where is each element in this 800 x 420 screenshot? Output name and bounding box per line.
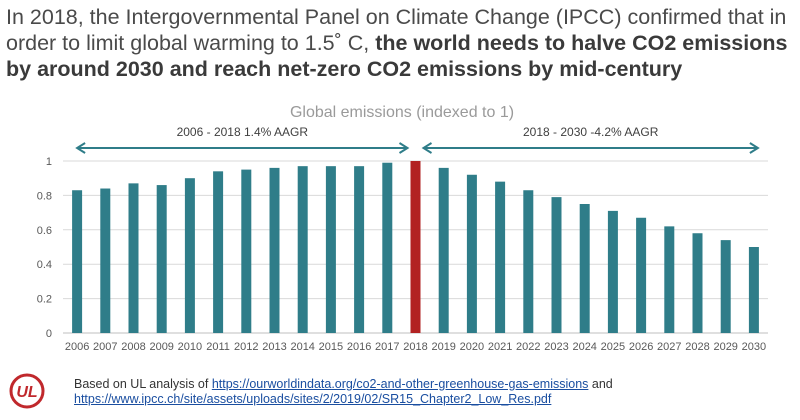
annotation-arrow: 2006 - 2018 1.4% AAGR [75,125,410,154]
y-tick-label: 1 [46,156,52,168]
x-tick-label: 2022 [516,341,540,353]
arrow-head-right [398,142,410,154]
bar-2011 [213,171,224,333]
bar-2007 [100,188,111,333]
logo-text: UL [16,384,37,401]
y-tick-label: 0.6 [37,225,52,237]
bars [72,161,759,333]
x-tick-label: 2028 [685,341,709,353]
bar-2030 [748,247,759,333]
x-tick-label: 2006 [65,341,89,353]
x-axis-ticks: 2006 2007 2008 2009 2010 2011 2012 2013 2014 2015… [65,341,766,353]
annotation-arrow: 2018 - 2030 -4.2% AAGR [421,125,760,154]
headline-text: In 2018, the Intergovernmental Panel on … [6,5,787,55]
x-tick-label: 2019 [431,341,455,353]
arrow-head-right [749,142,760,154]
bar-2009 [156,185,167,333]
bar-2028 [692,233,703,333]
arrow-head-left [75,142,86,154]
bar-2021 [495,181,506,333]
bar-2029 [720,240,731,333]
x-tick-label: 2029 [713,341,737,353]
x-tick-label: 2027 [657,341,681,353]
ul-logo-icon: UL [8,372,46,415]
headline: In 2018, the Intergovernmental Panel on … [6,4,796,82]
bar-2012 [241,169,252,333]
x-tick-label: 2014 [290,341,314,353]
bar-2014 [297,166,308,333]
bar-2026 [636,217,647,333]
bar-2020 [466,174,477,333]
bar-2018 [410,161,421,333]
bar-2019 [438,167,449,333]
x-tick-label: 2007 [93,341,117,353]
bar-2008 [128,183,139,333]
x-tick-label: 2024 [572,341,596,353]
x-tick-label: 2018 [403,341,427,353]
headline-bold-text: the world needs to halve CO2 emissions b… [6,31,788,81]
arrow-head-left [421,142,433,154]
bar-2006 [72,190,83,333]
x-tick-label: 2021 [488,341,512,353]
chart-title: Global emissions (indexed to 1) [290,104,514,121]
x-tick-label: 2008 [121,341,145,353]
bar-2016 [354,166,365,333]
bar-2022 [523,190,534,333]
source-prefix: Based on UL analysis of [74,377,212,391]
source-note: Based on UL analysis of https://ourworld… [74,377,613,407]
x-tick-label: 2016 [347,341,371,353]
x-tick-label: 2010 [178,341,202,353]
bar-2027 [664,226,675,333]
bar-2017 [382,162,393,333]
x-tick-label: 2017 [375,341,399,353]
y-tick-label: 0 [46,328,52,340]
x-tick-label: 2009 [149,341,173,353]
bar-2010 [184,178,195,333]
annotations: 2006 - 2018 1.4% AAGR 2018 - 2030 -4.2% A… [75,125,760,154]
bar-2024 [579,204,590,333]
bar-2015 [325,166,336,333]
x-tick-label: 2020 [460,341,484,353]
bar-2013 [269,167,280,333]
x-tick-label: 2025 [601,341,625,353]
y-axis-ticks: 0 0.2 0.4 0.6 0.8 1 [37,156,52,340]
bar-2025 [607,210,618,333]
annotation-label: 2006 - 2018 1.4% AAGR [177,125,309,139]
source-middle: and [588,377,613,391]
x-tick-label: 2030 [742,341,766,353]
annotation-label: 2018 - 2030 -4.2% AAGR [523,125,659,139]
y-tick-label: 0.4 [37,259,52,271]
x-tick-label: 2011 [206,341,230,353]
x-tick-label: 2015 [319,341,343,353]
bar-2023 [551,197,562,333]
x-tick-label: 2023 [544,341,568,353]
source-link-ipcc[interactable]: https://www.ipcc.ch/site/assets/uploads/… [74,392,552,406]
source-link-owid[interactable]: https://ourworldindata.org/co2-and-other… [211,377,589,391]
x-tick-label: 2012 [234,341,258,353]
y-tick-label: 0.2 [37,294,52,306]
x-tick-label: 2013 [262,341,286,353]
x-tick-label: 2026 [629,341,653,353]
y-tick-label: 0.8 [37,190,52,202]
